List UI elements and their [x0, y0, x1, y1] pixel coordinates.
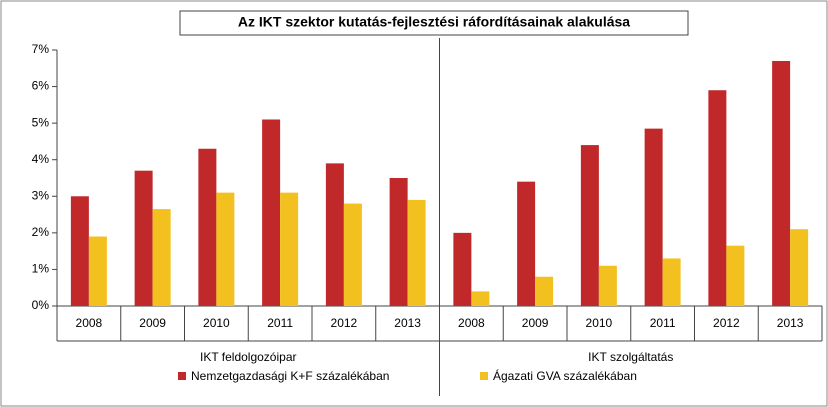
bar [134, 170, 153, 306]
chart-title: Az IKT szektor kutatás-fejlesztési ráfor… [238, 14, 630, 30]
x-tick-label: 2009 [139, 316, 166, 330]
bar [471, 291, 490, 306]
bar [535, 276, 554, 306]
legend-label: Nemzetgazdasági K+F százalékában [191, 369, 389, 383]
bar [772, 60, 791, 306]
bar [152, 209, 171, 306]
bar [325, 163, 344, 306]
x-tick-label: 2010 [203, 316, 230, 330]
y-tick-label: 2% [32, 225, 50, 239]
x-tick-label: 2010 [586, 316, 613, 330]
y-tick-label: 3% [32, 188, 50, 202]
bar [790, 229, 809, 306]
bar [262, 119, 281, 306]
x-tick-label: 2012 [713, 316, 740, 330]
bar [662, 258, 681, 306]
bar [517, 181, 536, 306]
x-tick-label: 2013 [777, 316, 804, 330]
y-tick-label: 0% [32, 298, 50, 312]
bar [708, 90, 727, 306]
x-tick-label: 2011 [267, 316, 293, 330]
y-tick-label: 5% [32, 115, 50, 129]
bar [598, 265, 617, 306]
legend-label: Ágazati GVA százalékában [493, 368, 637, 383]
group-label: IKT feldolgozóipar [200, 350, 297, 364]
bar [88, 236, 107, 306]
bar [580, 145, 599, 306]
x-tick-label: 2011 [650, 316, 676, 330]
y-tick-label: 6% [32, 79, 50, 93]
x-tick-label: 2008 [76, 316, 103, 330]
bar [280, 192, 299, 306]
x-tick-label: 2009 [522, 316, 549, 330]
bar [407, 199, 426, 306]
x-tick-label: 2008 [458, 316, 485, 330]
legend-swatch [480, 372, 488, 380]
title-box [179, 10, 689, 36]
legend-swatch [178, 372, 186, 380]
bar [644, 128, 663, 306]
x-tick-label: 2013 [394, 316, 421, 330]
bar [216, 192, 235, 306]
y-tick-label: 7% [32, 42, 50, 56]
bar [70, 196, 89, 306]
bar [389, 178, 408, 306]
bar [726, 245, 745, 306]
bar [453, 232, 472, 306]
bar [343, 203, 362, 306]
group-label: IKT szolgáltatás [588, 350, 673, 364]
y-tick-label: 1% [32, 262, 50, 276]
bar [198, 148, 217, 306]
x-tick-label: 2012 [331, 316, 358, 330]
y-tick-label: 4% [32, 152, 50, 166]
